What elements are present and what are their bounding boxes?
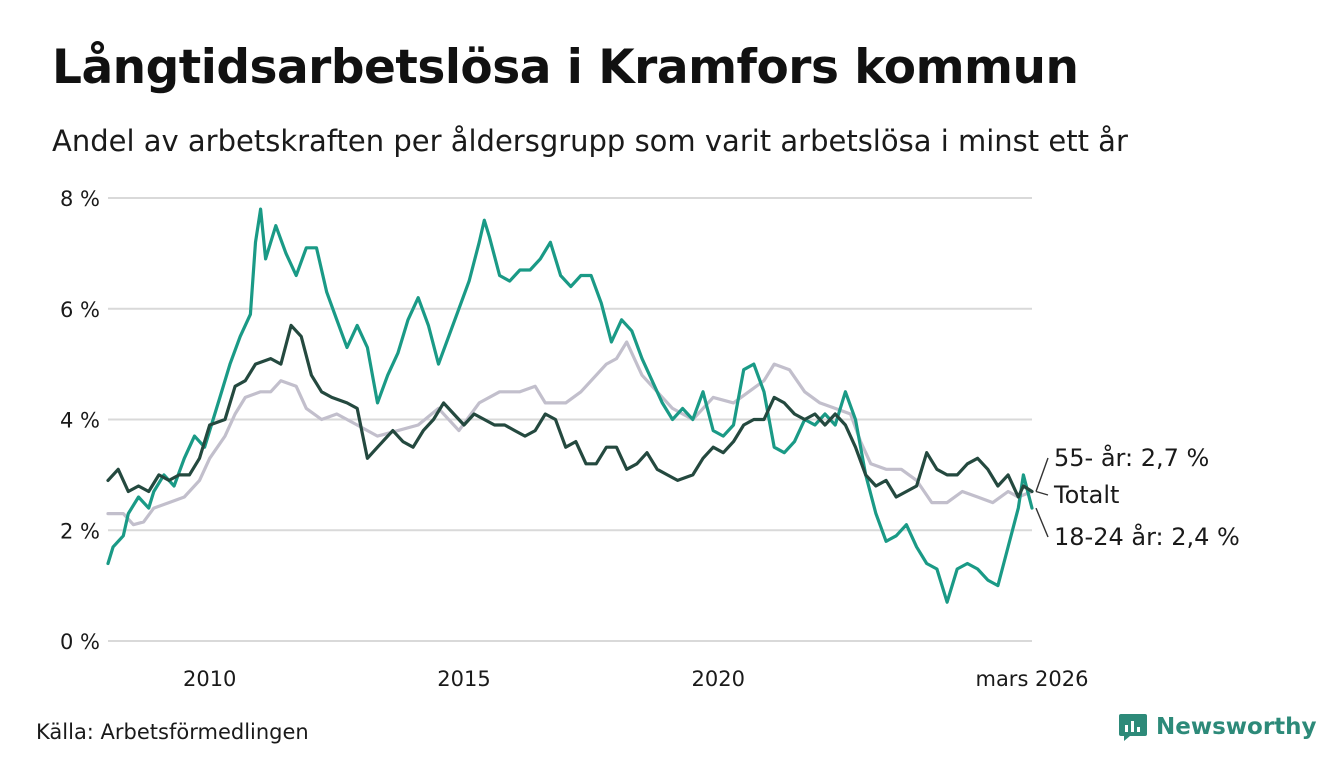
newsworthy-icon xyxy=(1119,714,1147,741)
series-layer xyxy=(106,207,1034,604)
series-line-youth xyxy=(106,207,1034,604)
leader-line-total xyxy=(1035,490,1049,496)
y-tick-label-2: 4 % xyxy=(60,409,100,433)
chart-title: Långtidsarbetslösa i Kramfors kommun xyxy=(52,40,1079,95)
end-labels: 55- år: 2,7 % 18-24 år: 2,4 % Totalt xyxy=(1035,443,1240,551)
y-axis-ticks: 0 % 2 % 4 % 6 % 8 % xyxy=(60,187,100,654)
y-tick-label-1: 2 % xyxy=(60,519,100,543)
leader-line-senior xyxy=(1035,457,1049,492)
brand-logo[interactable]: Newsworthy xyxy=(1118,712,1317,742)
y-tick-label-3: 6 % xyxy=(60,298,100,322)
series-line-senior xyxy=(106,340,1034,527)
x-axis-ticks: 2010 2015 2020 mars 2026 xyxy=(183,667,1089,691)
x-tick-label-3: mars 2026 xyxy=(975,667,1088,691)
x-tick-label-1: 2015 xyxy=(437,667,490,691)
y-tick-label-0: 0 % xyxy=(60,630,100,654)
chart-subtitle: Andel av arbetskraften per åldersgrupp s… xyxy=(52,124,1128,158)
end-label-youth: 18-24 år: 2,4 % xyxy=(1054,522,1240,551)
source-note: Källa: Arbetsförmedlingen xyxy=(36,720,309,744)
leader-line-youth xyxy=(1035,507,1049,538)
series-line-total xyxy=(106,323,1034,499)
end-label-senior: 55- år: 2,7 % xyxy=(1054,443,1209,472)
x-tick-label-2: 2020 xyxy=(692,667,745,691)
grid-layer xyxy=(108,197,1032,642)
y-tick-label-4: 8 % xyxy=(60,187,100,211)
brand-name: Newsworthy xyxy=(1156,714,1317,740)
x-tick-label-0: 2010 xyxy=(183,667,236,691)
end-label-total: Totalt xyxy=(1053,481,1119,509)
